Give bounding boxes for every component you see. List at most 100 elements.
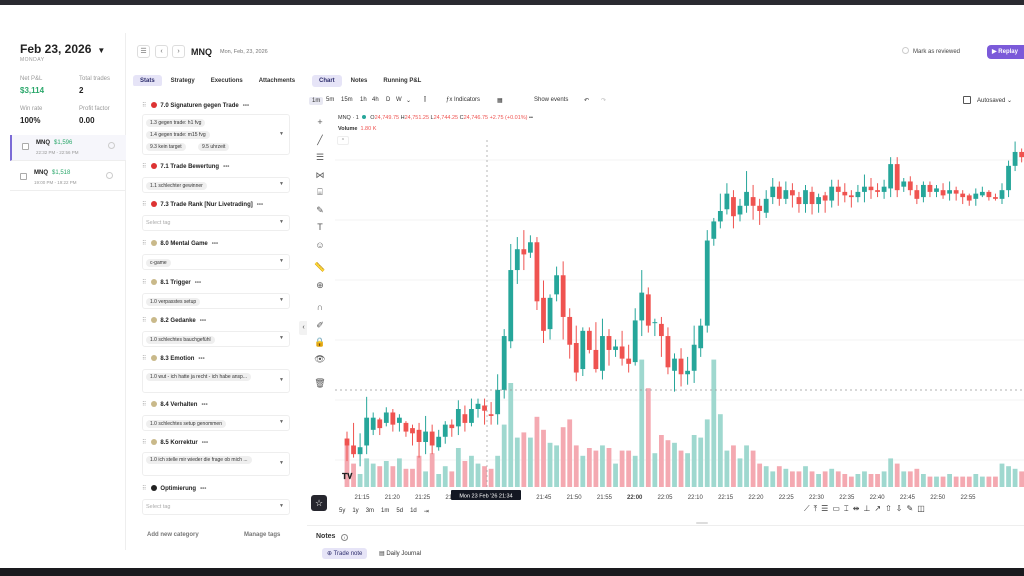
category-header[interactable]: ⠿ 7.3 Trade Rank [Nur Livetrading] ••• xyxy=(142,201,263,208)
range-1m[interactable]: 1m xyxy=(381,508,390,514)
category-header[interactable]: ⠿ 8.0 Mental Game ••• xyxy=(142,240,218,247)
range-5y[interactable]: 5y xyxy=(339,508,346,514)
next-trade-button[interactable]: › xyxy=(172,45,185,58)
text-note-icon[interactable]: ◫ xyxy=(917,504,925,513)
tag-select[interactable]: 1.0 wut - ich hatte ja recht - ich habe … xyxy=(142,369,290,393)
category-header[interactable]: ⠿ Optimierung ••• xyxy=(142,485,206,492)
mark-reviewed-toggle[interactable]: Mark as reviewed xyxy=(902,47,960,55)
redo-icon[interactable]: ↷ xyxy=(601,98,607,104)
trash-icon[interactable]: 🗑 xyxy=(314,378,326,388)
tab-stats[interactable]: Stats xyxy=(133,75,162,87)
tag-select[interactable]: 1.0 schlechtes setup genommen ▼ xyxy=(142,415,290,431)
resize-handle[interactable] xyxy=(696,522,708,524)
range-1y[interactable]: 1y xyxy=(352,508,359,514)
more-options-icon[interactable]: ••• xyxy=(256,202,264,208)
drag-handle-icon[interactable]: ⠿ xyxy=(142,486,147,492)
category-header[interactable]: ⠿ 8.2 Gedanke ••• xyxy=(142,317,206,324)
date-selector[interactable]: Feb 23, 2026 ▼ xyxy=(20,42,105,56)
interval-5m[interactable]: 5m xyxy=(326,97,335,103)
more-options-icon[interactable]: ••• xyxy=(200,486,207,492)
manage-tags-button[interactable]: Manage tags xyxy=(244,532,281,538)
candlestick-chart[interactable]: 21:1521:2021:2521:3021:3521:4021:4521:50… xyxy=(335,140,1024,505)
line-tool-icon[interactable]: ⟋ xyxy=(804,504,810,513)
drag-handle-icon[interactable]: ⠿ xyxy=(142,103,147,109)
drag-handle-icon[interactable]: ⠿ xyxy=(142,164,147,170)
more-options-icon[interactable]: ••• xyxy=(223,164,230,170)
tag-select[interactable]: 1.3 gegen trade: h1 fvg 1.4 gegen trade:… xyxy=(142,114,290,155)
drag-handle-icon[interactable]: ⠿ xyxy=(142,280,147,286)
tab-daily-journal[interactable]: ▤ Daily Journal xyxy=(374,548,426,559)
drag-handle-icon[interactable]: ⠿ xyxy=(142,402,147,408)
date-range-tool-icon[interactable]: ⇹ xyxy=(852,504,860,513)
text-icon[interactable]: T xyxy=(317,222,323,232)
layout-grid-icon[interactable]: ▦ xyxy=(497,98,503,104)
emoji-icon[interactable]: ☺ xyxy=(315,240,325,250)
interval-1h[interactable]: 1h xyxy=(360,97,367,103)
tag-select[interactable]: 1.0 verpasstes setup ▼ xyxy=(142,293,290,309)
collapse-panel-button[interactable]: ‹ xyxy=(299,321,308,335)
range-tool-icon[interactable]: ⌶ xyxy=(843,504,849,513)
tag-select[interactable]: 1.1 schlechter gewinner ▼ xyxy=(142,177,290,193)
sidebar-toggle-icon[interactable]: ☰ xyxy=(137,45,150,58)
brush-icon[interactable]: ✎ xyxy=(316,205,324,215)
chevron-down-icon[interactable]: ⌄ xyxy=(406,98,412,104)
interval-1m[interactable]: 1m xyxy=(309,97,324,105)
pencil-icon[interactable]: ✎ xyxy=(906,504,914,513)
eye-icon[interactable]: 👁 xyxy=(314,354,326,364)
fib-icon[interactable]: ☰ xyxy=(315,152,325,162)
vline-tool-icon[interactable]: ⊥ xyxy=(863,504,871,513)
category-header[interactable]: ⠿ 8.3 Emotion ••• xyxy=(142,355,205,362)
magnet-icon[interactable]: ∩ xyxy=(316,302,324,312)
ray-tool-icon[interactable]: ↗ xyxy=(874,504,882,513)
range-3m[interactable]: 3m xyxy=(365,508,375,514)
tab-notes[interactable]: Notes xyxy=(350,78,368,84)
category-header[interactable]: ⠿ 7.0 Signaturen gegen Trade ••• xyxy=(142,102,249,109)
more-options-icon[interactable]: ••• xyxy=(201,402,208,408)
interval-4h[interactable]: 4h xyxy=(372,97,379,103)
star-icon[interactable]: ☆ xyxy=(311,495,327,511)
rectangle-tool-icon[interactable]: ▭ xyxy=(832,504,840,513)
tab-trade-note[interactable]: ⊕ Trade note xyxy=(322,548,368,559)
more-options-icon[interactable]: ••• xyxy=(194,280,202,286)
category-header[interactable]: ⠿ 8.1 Trigger ••• xyxy=(142,279,201,286)
ruler-icon[interactable]: 📏 xyxy=(314,262,326,272)
drag-handle-icon[interactable]: ⠿ xyxy=(142,202,147,208)
replay-button[interactable]: ▶ Replay xyxy=(987,45,1024,59)
tab-attachments[interactable]: Attachments xyxy=(258,78,296,84)
tag-select[interactable]: 1.0 ich stelle mir wieder die frage ob m… xyxy=(142,452,290,476)
drag-handle-icon[interactable]: ⠿ xyxy=(142,356,147,362)
trade-checkbox[interactable] xyxy=(22,143,29,150)
more-options-icon[interactable]: ••• xyxy=(211,241,219,247)
projection-icon[interactable]: ⌸ xyxy=(317,187,323,197)
trade-checkbox[interactable] xyxy=(20,173,27,180)
arrow-up-icon[interactable]: ⇧ xyxy=(885,504,892,513)
prev-trade-button[interactable]: ‹ xyxy=(155,45,168,58)
tab-running-pnl[interactable]: Running P&L xyxy=(383,78,422,84)
pencil-lock-icon[interactable]: ✐ xyxy=(316,320,324,330)
pattern-icon[interactable]: ⋈ xyxy=(315,170,325,180)
show-events-button[interactable]: Show events xyxy=(534,97,569,103)
arrow-marker-icon[interactable]: ⤒ xyxy=(813,504,818,513)
arrow-down-icon[interactable]: ⇩ xyxy=(895,504,903,513)
drag-handle-icon[interactable]: ⠿ xyxy=(142,241,147,247)
more-options-icon[interactable]: ••• xyxy=(199,318,207,324)
tab-strategy[interactable]: Strategy xyxy=(170,78,195,84)
undo-icon[interactable]: ↶ xyxy=(584,98,590,104)
category-header[interactable]: ⠿ 8.5 Korrektur ••• xyxy=(142,439,208,446)
tag-select[interactable]: c-game ▼ xyxy=(142,254,290,270)
trade-row[interactable]: MNQ $1,596 22:32 PM - 22:56 PM xyxy=(10,135,126,161)
category-header[interactable]: ⠿ 8.4 Verhalten ••• xyxy=(142,401,208,408)
interval-d[interactable]: D xyxy=(386,97,391,103)
lock-icon[interactable]: 🔒 xyxy=(314,337,326,347)
tab-executions[interactable]: Executions xyxy=(210,78,243,84)
info-icon[interactable]: i xyxy=(341,534,348,541)
more-options-icon[interactable]: ••• xyxy=(198,356,205,362)
collapse-legend-icon[interactable]: ⌃ xyxy=(337,136,349,145)
tag-select[interactable]: Select tag ▼ xyxy=(142,499,290,515)
more-options-icon[interactable]: ••• xyxy=(242,103,250,109)
hline-tool-icon[interactable]: ☰ xyxy=(821,504,829,513)
more-options-icon[interactable]: •• xyxy=(529,115,533,121)
tab-chart[interactable]: Chart xyxy=(312,75,342,87)
range-5d[interactable]: 5d xyxy=(396,508,404,514)
drag-handle-icon[interactable]: ⠿ xyxy=(142,440,147,446)
